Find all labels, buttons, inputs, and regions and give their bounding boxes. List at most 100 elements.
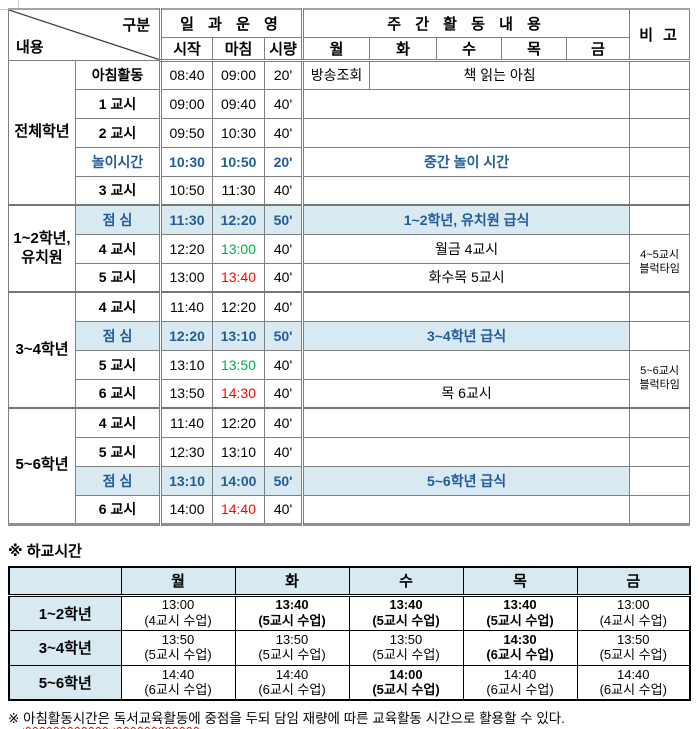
- period-cell: 점 심: [75, 204, 161, 235]
- header-start: 시작: [159, 36, 213, 62]
- duration-cell: 50': [263, 465, 304, 496]
- end-time-cell: 14:30: [212, 378, 265, 409]
- note-cell: [629, 175, 691, 206]
- corner-label-naeyong: 내용: [16, 38, 44, 56]
- start-time-cell: 13:10: [159, 349, 213, 380]
- header-day-fri: 금: [566, 36, 631, 62]
- end-time-cell: 13:00: [212, 233, 265, 264]
- start-time-cell: 14:00: [159, 494, 213, 525]
- duration-cell: 20': [263, 59, 304, 90]
- group-cell-grades-5-6: 5~6학년: [8, 407, 76, 525]
- dismissal-time-cell: 13:40 (5교시 수업): [348, 594, 464, 631]
- period-cell: 놀이시간: [75, 146, 161, 177]
- activity-cell: [301, 407, 631, 438]
- start-time-cell: 13:50: [159, 378, 213, 409]
- end-time-cell: 10:30: [212, 117, 265, 148]
- activity-cell: 3~4학년 급식: [301, 320, 631, 351]
- end-time-cell: 09:00: [212, 59, 265, 90]
- dismissal-time-cell: 14:30 (6교시 수업): [462, 629, 578, 666]
- end-time-cell: 10:50: [212, 146, 265, 177]
- end-time-cell: 13:10: [212, 320, 265, 351]
- note-cell: [629, 436, 691, 467]
- dismissal-day-fri: 금: [576, 566, 691, 597]
- period-cell: 6 교시: [75, 494, 161, 525]
- note-cell: [629, 146, 691, 177]
- dismissal-time-cell: 13:50 (5교시 수업): [576, 629, 691, 666]
- dismissal-time-cell: 13:40 (5교시 수업): [462, 594, 578, 631]
- activity-cell: [301, 175, 631, 206]
- end-time-cell: 13:10: [212, 436, 265, 467]
- period-cell: 5 교시: [75, 349, 161, 380]
- activity-cell: [301, 349, 631, 380]
- footnote-misspelled-word-1: 아침활동시간은: [23, 711, 111, 726]
- dismissal-time-cell: 13:50 (5교시 수업): [348, 629, 464, 666]
- period-cell: 4 교시: [75, 233, 161, 264]
- note-cell: [629, 320, 691, 351]
- activity-cell: 월금 4교시: [301, 233, 631, 264]
- period-cell: 2 교시: [75, 117, 161, 148]
- dismissal-time-cell: 14:40 (6교시 수업): [462, 664, 578, 701]
- activity-cell: 중간 놀이 시간: [301, 146, 631, 177]
- end-time-cell: 12:20: [212, 291, 265, 322]
- dismissal-day-wed: 수: [348, 566, 464, 597]
- duration-cell: 40': [263, 117, 304, 148]
- group-cell-all-grades: 전체학년: [8, 59, 76, 206]
- period-cell: 4 교시: [75, 291, 161, 322]
- corner-label-gubun: 구분: [122, 17, 150, 34]
- footnote-text: ※ 아침활동시간은 독서교육활동에 중점을 두되 담임 재량에 따른 교육활동 …: [8, 707, 565, 727]
- period-cell: 5 교시: [75, 436, 161, 467]
- duration-cell: 40': [263, 233, 304, 264]
- start-time-cell: 11:40: [159, 407, 213, 438]
- note-cell: [629, 117, 691, 148]
- activity-cell: [301, 88, 631, 119]
- end-time-cell: 09:40: [212, 88, 265, 119]
- start-time-cell: 11:30: [159, 204, 213, 235]
- timetable-table: 구분 내용 일 과 운 영 주 간 활 동 내 용 비 고 시작 마침 시량 월…: [8, 8, 691, 526]
- start-time-cell: 10:30: [159, 146, 213, 177]
- end-time-cell: 14:40: [212, 494, 265, 525]
- footnote-misspelled-word-2: 독서교육활동에: [113, 711, 201, 726]
- note-cell: [629, 407, 691, 438]
- duration-cell: 20': [263, 146, 304, 177]
- activity-cell: 1~2학년, 유치원 급식: [301, 204, 631, 235]
- start-time-cell: 12:20: [159, 233, 213, 264]
- dismissal-grade-cell: 3~4학년: [8, 629, 122, 666]
- diagonal-line: [9, 10, 159, 60]
- dismissal-time-cell: 13:40 (5교시 수업): [234, 594, 350, 631]
- duration-cell: 40': [263, 494, 304, 525]
- note-cell-block-time: 4~5교시 블럭타임: [629, 233, 691, 293]
- end-time-cell: 13:40: [212, 262, 265, 293]
- note-cell: [629, 291, 691, 322]
- end-time-cell: 11:30: [212, 175, 265, 206]
- header-day-tue: 화: [369, 36, 438, 62]
- group-cell-grades-1-2: 1~2학년, 유치원: [8, 204, 76, 293]
- start-time-cell: 12:20: [159, 320, 213, 351]
- dismissal-time-cell: 13:50 (5교시 수업): [120, 629, 236, 666]
- activity-cell: [301, 291, 631, 322]
- duration-cell: 40': [263, 175, 304, 206]
- period-cell: 6 교시: [75, 378, 161, 409]
- activity-cell-mon: 방송조회: [301, 59, 371, 90]
- dismissal-corner-cell: [8, 566, 122, 597]
- header-end: 마침: [212, 36, 265, 62]
- start-time-cell: 13:10: [159, 465, 213, 496]
- activity-cell: 5~6학년 급식: [301, 465, 631, 496]
- start-time-cell: 10:50: [159, 175, 213, 206]
- corner-header-cell: 구분 내용: [8, 8, 161, 61]
- dismissal-time-cell: 14:00 (5교시 수업): [348, 664, 464, 701]
- footnote-rest: 중점을 두되 담임 재량에 따른 교육활동 시간으로 활용할 수 있다.: [200, 711, 565, 726]
- dismissal-day-tue: 화: [234, 566, 350, 597]
- dismissal-time-cell: 13:00 (4교시 수업): [576, 594, 691, 631]
- duration-cell: 40': [263, 407, 304, 438]
- period-cell: 점 심: [75, 465, 161, 496]
- end-time-cell: 12:20: [212, 204, 265, 235]
- duration-cell: 40': [263, 88, 304, 119]
- end-time-cell: 12:20: [212, 407, 265, 438]
- header-note: 비 고: [629, 8, 691, 62]
- start-time-cell: 09:00: [159, 88, 213, 119]
- note-cell: [629, 465, 691, 496]
- period-cell: 5 교시: [75, 262, 161, 293]
- dismissal-day-mon: 월: [120, 566, 236, 597]
- group-cell-grades-3-4: 3~4학년: [8, 291, 76, 409]
